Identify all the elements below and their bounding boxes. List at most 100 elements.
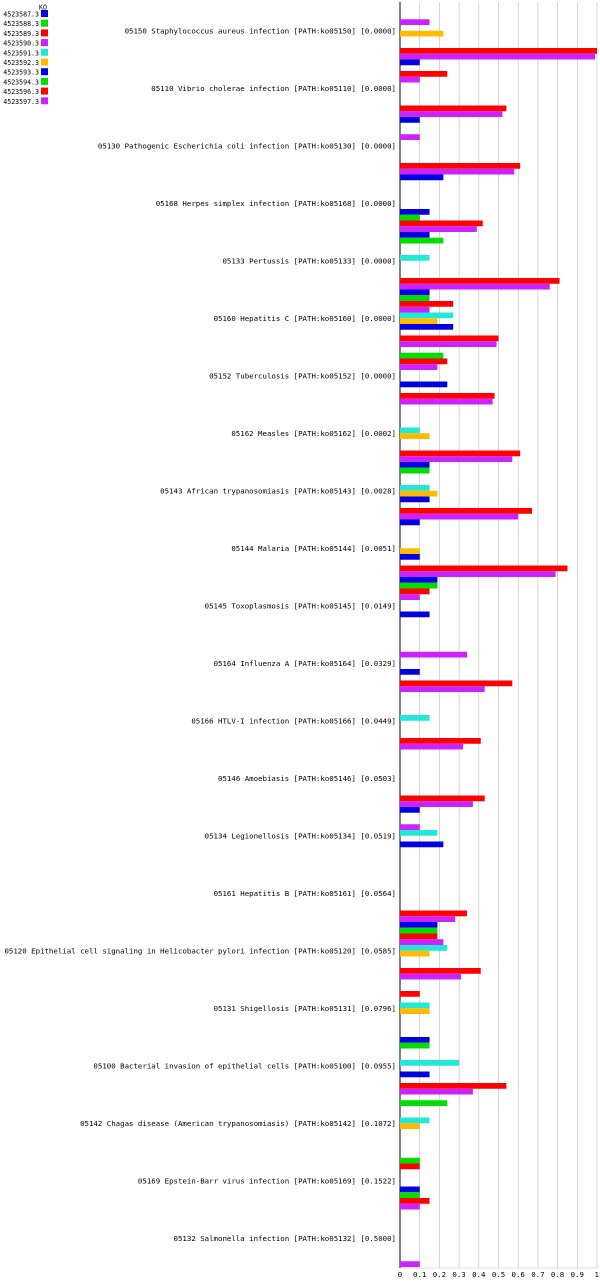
bar	[400, 450, 521, 457]
x-tick-label: 0.2	[433, 1270, 446, 1279]
category-label: 05164 Influenza A [PATH:ko05164] [0.0329…	[214, 659, 396, 668]
bar	[400, 588, 430, 595]
bar	[400, 341, 497, 347]
x-tick-label: 0.3	[452, 1270, 465, 1279]
legend-entry-label: 4523592.3	[3, 59, 39, 67]
bar	[400, 398, 493, 405]
category-label: 05169 Epstein-Barr virus infection [PATH…	[138, 1176, 396, 1185]
bar	[400, 1088, 473, 1095]
x-axis: 0 0.1 0.2 0.3 0.4 0.5 0.6 0.7 0.8 0.9 1	[398, 1267, 599, 1279]
bar	[400, 933, 438, 940]
bar	[400, 508, 532, 514]
bar	[400, 364, 438, 370]
bar	[400, 743, 464, 750]
bar	[400, 824, 420, 830]
legend-entry-label: 4523593.3	[3, 69, 39, 77]
bar	[400, 1071, 430, 1078]
category-label: 05160 Hepatitis C [PATH:ko05160] [0.0000…	[214, 314, 396, 323]
bar	[400, 134, 420, 140]
bar	[400, 513, 519, 520]
legend-entry-label: 4523590.3	[3, 40, 39, 48]
bar	[400, 496, 430, 503]
x-tick-label: 0.6	[512, 1270, 525, 1279]
bar	[400, 289, 430, 296]
bar	[400, 237, 444, 244]
category-label: 05146 Amoebiasis [PATH:ko05146] [0.0503]	[218, 774, 396, 783]
bar	[400, 1042, 430, 1049]
category-label: 05145 Toxoplasmosis [PATH:ko05145] [0.01…	[205, 601, 396, 610]
category-label: 05120 Epithelial cell signaling in Helic…	[4, 946, 396, 955]
legend: KO 4523587.34523588.34523589.34523590.34…	[3, 4, 48, 106]
x-tick-label: 0.4	[472, 1270, 486, 1279]
bar	[400, 214, 420, 221]
bar	[400, 582, 438, 589]
bar	[400, 105, 507, 112]
bar	[400, 916, 456, 922]
bar	[400, 594, 420, 600]
bar	[400, 922, 438, 928]
bar	[400, 335, 499, 342]
category-label: 05100 Bacterial invasion of epithelial c…	[93, 1061, 396, 1070]
category-label: 05150 Staphylococcus aureus infection [P…	[125, 26, 396, 35]
x-tick-label: 1	[595, 1270, 599, 1279]
bar	[400, 30, 444, 37]
bar	[400, 939, 444, 945]
legend-entry-label: 4523591.3	[3, 49, 39, 57]
category-labels: 05150 Staphylococcus aureus infection [P…	[4, 26, 396, 1243]
bar	[400, 680, 513, 687]
bar	[400, 1083, 507, 1089]
legend-title: KO	[39, 4, 47, 12]
bar	[400, 324, 454, 330]
category-label: 05166 HTLV-I infection [PATH:ko05166] [0…	[191, 716, 396, 725]
legend-swatch	[41, 58, 48, 66]
x-tick-label: 0.1	[413, 1270, 426, 1279]
bar	[400, 1117, 430, 1124]
bar	[400, 973, 462, 980]
bar	[400, 283, 550, 290]
bar	[400, 571, 556, 577]
bar	[400, 1198, 430, 1204]
bar	[400, 1100, 448, 1106]
bar	[400, 801, 473, 807]
bar	[400, 991, 420, 997]
bar	[400, 174, 444, 181]
bar	[400, 565, 568, 572]
bar	[400, 467, 430, 474]
bar	[400, 232, 430, 238]
bar	[400, 53, 596, 60]
bar	[400, 841, 444, 848]
bar	[400, 255, 430, 261]
legend-swatch	[41, 68, 48, 76]
bar	[400, 807, 420, 813]
bar	[400, 427, 420, 434]
bar	[400, 651, 467, 658]
bar	[400, 1157, 420, 1164]
bar	[400, 611, 430, 618]
bar	[400, 686, 485, 692]
bar	[400, 1261, 420, 1267]
bar	[400, 1123, 420, 1129]
category-label: 05110 Vibrio cholerae infection [PATH:ko…	[151, 84, 396, 93]
bar	[400, 490, 438, 497]
bar	[400, 358, 448, 365]
bars	[400, 19, 597, 1267]
bar	[400, 352, 444, 359]
bar	[400, 830, 438, 836]
bar	[400, 48, 597, 54]
bar	[400, 381, 448, 388]
bar	[400, 1002, 430, 1009]
category-label: 05133 Pertussis [PATH:ko05133] [0.0000]	[222, 256, 396, 265]
bar	[400, 226, 477, 232]
bar	[400, 306, 430, 313]
category-label: 05161 Hepatitis B [PATH:ko05161] [0.0564…	[214, 889, 396, 898]
bar	[400, 295, 430, 301]
bar	[400, 19, 430, 25]
legend-swatch	[41, 97, 48, 105]
bar	[400, 715, 430, 721]
legend-entry-label: 4523587.3	[3, 11, 39, 19]
legend-swatch	[41, 19, 48, 27]
bar	[400, 209, 430, 215]
bar	[400, 577, 438, 583]
legend-swatch	[41, 29, 48, 37]
legend-swatch	[41, 48, 48, 56]
